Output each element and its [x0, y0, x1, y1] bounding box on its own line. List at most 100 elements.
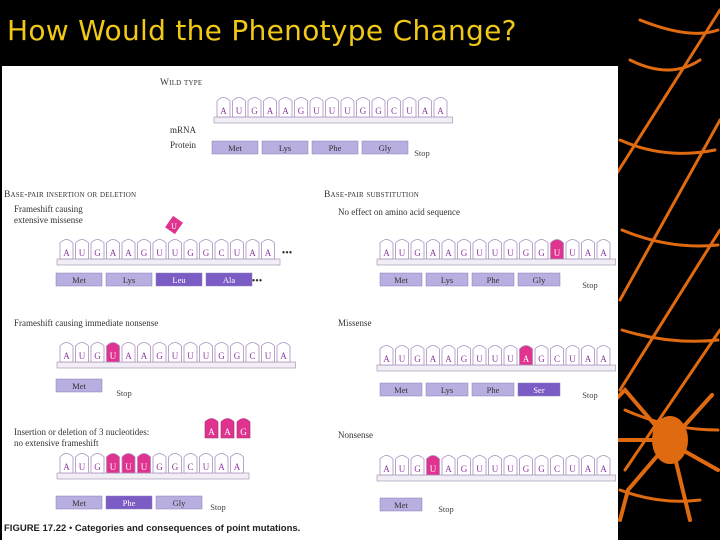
nonsense-mrna-base: U	[569, 464, 576, 474]
wild-type-protein-amino-acid	[211, 140, 259, 155]
missense-frameshift-mrna-base: U	[79, 248, 86, 258]
missense-mrna-nucleotide	[410, 345, 425, 366]
missense-frameshift-mrna-base: U	[234, 248, 241, 258]
missense-frameshift-protein-amino-label: Leu	[172, 275, 186, 285]
wild-type-mrna-base: U	[236, 106, 243, 116]
missense-frameshift-protein-amino-label: Ala	[223, 275, 236, 285]
missense-mrna-nucleotide	[395, 345, 409, 366]
wild-type-stop: Stop	[414, 148, 430, 158]
nonsense-frameshift-mrna-nucleotide	[90, 342, 105, 363]
wild-type-mrna-nucleotide	[340, 97, 355, 118]
nonsense-mrna-nucleotide	[457, 455, 471, 476]
missense-mrna-nucleotide	[441, 345, 456, 366]
wild-type-mrna-base: G	[360, 106, 367, 116]
missense-frameshift-mrna-base: A	[265, 248, 272, 258]
in-frame-protein-amino-acid	[155, 495, 203, 510]
in-frame-mrna-nucleotide	[75, 453, 89, 474]
in-frame-mrna-base: G	[156, 462, 163, 472]
missense-mrna-nucleotide	[457, 345, 471, 366]
nonsense-protein-amino-label: Met	[394, 500, 408, 510]
in-frame-mrna-base: U	[125, 462, 132, 472]
missense-protein-amino-label: Met	[394, 385, 408, 395]
wild-type-mrna-base: A	[220, 106, 227, 116]
nonsense-mrna-base: G	[414, 464, 421, 474]
silent-protein-amino-acid	[471, 272, 515, 287]
missense-frameshift-mrna-nucleotide	[90, 239, 105, 260]
in-frame-mrna-nucleotide	[90, 453, 105, 474]
nonsense-frameshift-mrna-nucleotide	[183, 342, 198, 363]
missense-stop: Stop	[582, 390, 598, 400]
nonsense-frameshift-mrna-nucleotide	[261, 342, 275, 363]
wild-type-protein-amino-label: Lys	[279, 143, 291, 153]
silent-mrna-nucleotide	[426, 239, 440, 260]
missense-frameshift-mrna-nucleotide	[183, 239, 198, 260]
missense-mrna-base: A	[445, 354, 452, 364]
missense-frameshift-mrna-nucleotide	[230, 239, 244, 260]
in-frame-mrna-nucleotide	[137, 453, 151, 474]
nonsense-frameshift-mrna-base: U	[265, 351, 272, 361]
missense-mrna-nucleotide	[550, 345, 564, 366]
missense-mrna-nucleotide	[426, 345, 440, 366]
nonsense-frameshift-stop: Stop	[116, 388, 132, 398]
silent-stop: Stop	[582, 280, 598, 290]
in-frame-mrna-base: C	[187, 462, 193, 472]
in-frame-protein-amino-acid	[105, 495, 153, 510]
nonsense-mrna-base: U	[492, 464, 499, 474]
silent-protein-amino-label: Lys	[441, 275, 453, 285]
nonsense-frameshift-mrna-nucleotide	[75, 342, 89, 363]
nonsense-mrna-base: G	[538, 464, 545, 474]
nonsense-frameshift-mrna-base: A	[125, 351, 132, 361]
missense-frameshift-mrna-nucleotide	[214, 239, 229, 260]
missense-protein-amino-label: Phe	[487, 385, 500, 395]
in-frame-mrna-nucleotide	[183, 453, 198, 474]
missense-frameshift-mrna-base: G	[187, 248, 194, 258]
inserted-three-base: G	[240, 427, 247, 437]
wild-type-protein-amino-label: Met	[228, 143, 242, 153]
wild-type-mrna-nucleotide	[278, 97, 293, 118]
missense-frameshift-mrna-nucleotide	[137, 239, 151, 260]
missense-frameshift-protein-amino-acid	[155, 272, 203, 287]
silent-mrna-base: U	[507, 248, 514, 258]
missense-frameshift-mrna-base: U	[172, 248, 179, 258]
wild-type-mrna-nucleotide	[356, 97, 370, 118]
three-nucleotide-desc2: no extensive frameshift	[14, 438, 99, 448]
missense-mrna-nucleotide	[472, 345, 487, 366]
wild-type-heading: Wild type	[160, 78, 203, 88]
missense-mrna-base: A	[523, 354, 530, 364]
missense-frameshift-mrna-nucleotide	[75, 239, 89, 260]
missense-desc: Missense	[338, 318, 372, 328]
in-frame-mrna-nucleotide	[214, 453, 229, 474]
wild-type-mrna-nucleotide	[294, 97, 308, 118]
wild-type-mrna-base: U	[344, 106, 351, 116]
nonsense-frameshift-mrna-nucleotide	[106, 342, 120, 363]
silent-mrna-nucleotide	[503, 239, 518, 260]
caption-separator: •	[68, 523, 73, 534]
nonsense-desc: Nonsense	[338, 430, 373, 440]
nonsense-frameshift-mrna-base: G	[234, 351, 241, 361]
silent-mrna-base: G	[538, 248, 545, 258]
slide-title: How Would the Phenotype Change?	[7, 14, 517, 47]
missense-mrna-nucleotide	[503, 345, 518, 366]
insertion-deletion-heading: Base-pair insertion or deletion	[4, 190, 137, 200]
nonsense-frameshift-mrna-nucleotide	[152, 342, 167, 363]
in-frame-protein-amino-label: Phe	[123, 498, 136, 508]
missense-frameshift-mrna-base: A	[249, 248, 256, 258]
in-frame-mrna-nucleotide	[168, 453, 182, 474]
nonsense-mrna-nucleotide	[379, 455, 394, 476]
missense-frameshift-mrna-nucleotide	[59, 239, 74, 260]
mutation-figure: A U G A A G U U U G G C U A A Met Lys Phe Gly Stop U A U G A A G U U…	[2, 66, 618, 540]
wild-type-mrna-nucleotide	[418, 97, 432, 118]
wild-type-mrna-base: G	[251, 106, 258, 116]
missense-mrna-base: U	[569, 354, 576, 364]
nonsense-frameshift-mrna-base: U	[79, 351, 86, 361]
silent-mrna-nucleotide	[565, 239, 580, 260]
frameshift-missense-desc2: extensive missense	[14, 215, 83, 225]
wild-type-mrna-nucleotide	[232, 97, 246, 118]
in-frame-mrna-nucleotide	[152, 453, 167, 474]
nonsense-mrna-nucleotide	[519, 455, 533, 476]
nonsense-frameshift-mrna-base: G	[94, 351, 101, 361]
silent-mrna-backbone	[376, 258, 616, 266]
nonsense-mrna-base: A	[383, 464, 390, 474]
nonsense-mrna-base: U	[430, 464, 437, 474]
